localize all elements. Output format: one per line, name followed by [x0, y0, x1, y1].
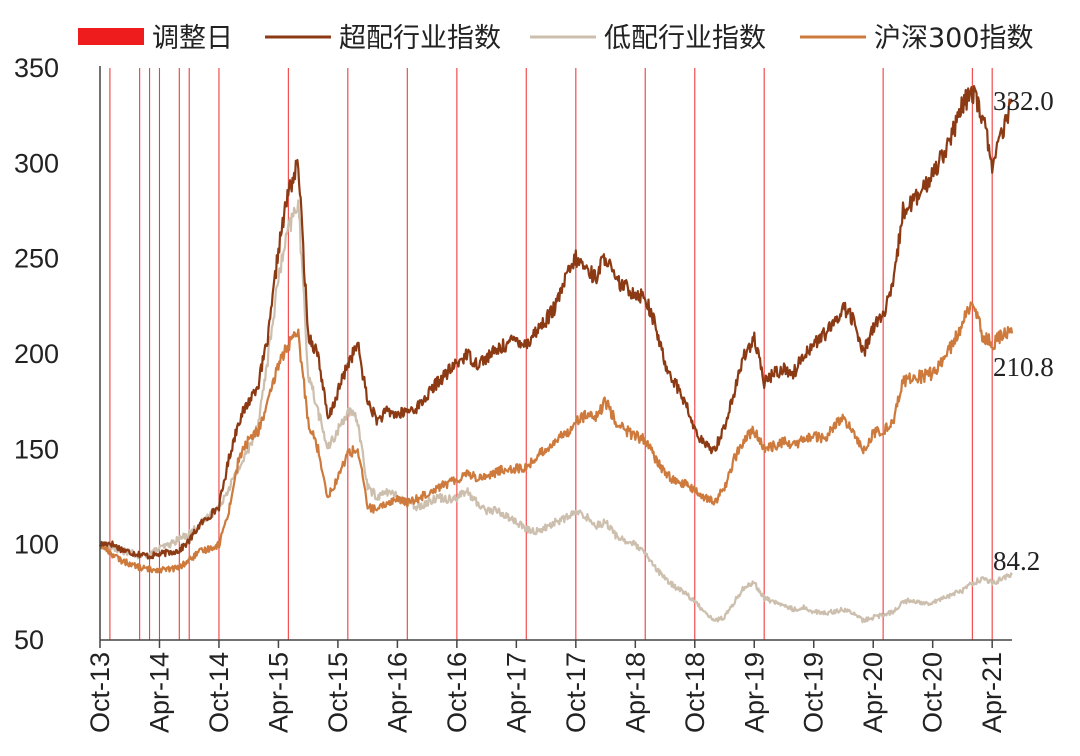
x-tick-label: Oct-18 — [680, 652, 710, 733]
series-line — [98, 301, 1014, 574]
legend-swatch-adjust — [78, 28, 144, 45]
axes: 50 100 150 200 250 300 350 Oct-13 Apr-14 Oct-14 Ap… — [14, 53, 1012, 733]
x-tick-label: Apr-21 — [977, 652, 1007, 733]
x-tick-label: Oct-16 — [442, 652, 472, 733]
y-tick-label: 150 — [14, 434, 59, 464]
adjustment-lines — [109, 68, 993, 640]
x-tick-label: Apr-19 — [739, 652, 769, 733]
x-tick-label: Oct-17 — [561, 652, 591, 733]
legend-label: 超配行业指数 — [339, 23, 501, 54]
x-tick-label: Apr-16 — [382, 652, 412, 733]
y-tick-label: 250 — [14, 244, 59, 274]
x-tick-label: Apr-20 — [858, 652, 888, 733]
end-labels: 332.0 210.8 84.2 — [993, 86, 1054, 576]
legend-label: 沪深300指数 — [874, 23, 1034, 54]
legend-label: 低配行业指数 — [604, 23, 766, 54]
x-tick-label: Apr-14 — [144, 652, 174, 733]
series-end-label: 84.2 — [993, 546, 1040, 576]
x-tick-label: Apr-18 — [620, 652, 650, 733]
y-tick-label: 50 — [14, 625, 44, 655]
x-tick-label: Oct-20 — [918, 652, 948, 733]
y-tick-label: 100 — [14, 530, 59, 560]
x-tick-label: Oct-19 — [799, 652, 829, 733]
y-tick-label: 350 — [14, 53, 59, 83]
legend: 调整日 超配行业指数 低配行业指数 沪深300指数 — [78, 23, 1034, 54]
series-end-label: 210.8 — [993, 352, 1054, 382]
x-tick-label: Apr-15 — [263, 652, 293, 733]
y-tick-label: 200 — [14, 339, 59, 369]
legend-label: 调整日 — [152, 23, 233, 54]
x-tick-label: Oct-13 — [85, 652, 115, 733]
series-group — [98, 85, 1014, 624]
y-tick-label: 300 — [14, 148, 59, 178]
x-tick-label: Apr-17 — [501, 652, 531, 733]
series-line — [99, 85, 1014, 560]
series-end-label: 332.0 — [993, 86, 1054, 116]
x-tick-label: Oct-15 — [323, 652, 353, 733]
series-line — [99, 199, 1013, 624]
x-tick-label: Oct-14 — [204, 652, 234, 733]
